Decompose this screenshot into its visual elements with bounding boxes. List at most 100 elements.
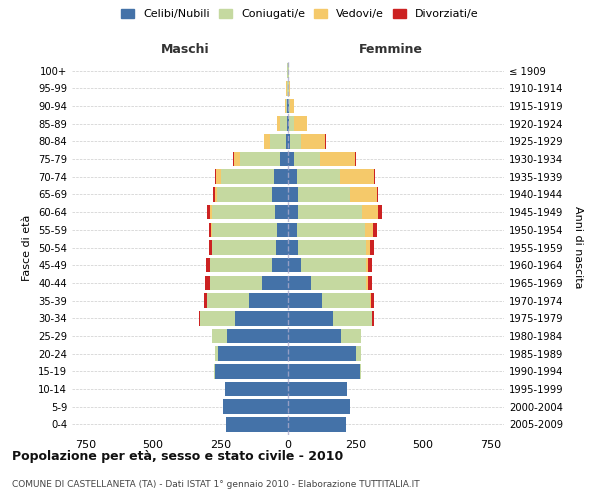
Bar <box>280 152 288 166</box>
Bar <box>371 294 374 308</box>
Bar <box>377 187 378 202</box>
Bar <box>288 134 290 148</box>
Bar <box>355 346 361 361</box>
Bar <box>240 152 280 166</box>
Bar <box>272 258 288 272</box>
Bar <box>215 346 218 361</box>
Bar <box>206 258 210 272</box>
Bar <box>215 187 217 202</box>
Bar <box>275 205 288 220</box>
Y-axis label: Anni di nascita: Anni di nascita <box>573 206 583 289</box>
Bar <box>280 116 287 131</box>
Bar <box>288 417 346 432</box>
Bar <box>215 364 288 378</box>
Bar <box>288 400 350 414</box>
Bar <box>277 222 288 237</box>
Bar <box>311 276 366 290</box>
Bar <box>332 311 372 326</box>
Bar <box>249 294 288 308</box>
Bar <box>287 116 288 131</box>
Bar <box>204 294 207 308</box>
Bar <box>288 81 289 96</box>
Bar <box>288 294 322 308</box>
Bar <box>288 222 297 237</box>
Bar <box>199 311 200 326</box>
Bar <box>365 222 373 237</box>
Bar <box>288 116 289 131</box>
Bar <box>287 81 288 96</box>
Bar <box>212 205 275 220</box>
Bar <box>377 205 382 220</box>
Bar <box>226 417 288 432</box>
Bar <box>297 170 340 184</box>
Bar <box>207 205 210 220</box>
Bar <box>294 116 307 131</box>
Bar <box>212 328 227 343</box>
Bar <box>205 276 210 290</box>
Bar <box>210 258 272 272</box>
Bar <box>288 205 298 220</box>
Bar <box>274 170 288 184</box>
Y-axis label: Fasce di età: Fasce di età <box>22 214 32 280</box>
Bar <box>297 222 365 237</box>
Bar <box>223 400 288 414</box>
Bar <box>290 134 301 148</box>
Bar <box>372 311 374 326</box>
Legend: Celibi/Nubili, Coniugati/e, Vedovi/e, Divorziati/e: Celibi/Nubili, Coniugati/e, Vedovi/e, Di… <box>118 6 482 22</box>
Bar <box>275 240 288 255</box>
Bar <box>366 258 368 272</box>
Bar <box>288 258 301 272</box>
Bar <box>289 81 290 96</box>
Bar <box>359 364 361 378</box>
Bar <box>286 134 288 148</box>
Bar <box>209 240 212 255</box>
Bar <box>215 170 217 184</box>
Bar <box>366 240 370 255</box>
Bar <box>209 222 211 237</box>
Bar <box>272 187 288 202</box>
Bar <box>218 346 288 361</box>
Bar <box>288 346 355 361</box>
Bar <box>288 240 298 255</box>
Bar <box>320 152 355 166</box>
Bar <box>373 222 377 237</box>
Bar <box>262 276 288 290</box>
Bar <box>322 294 370 308</box>
Bar <box>340 170 374 184</box>
Bar <box>366 276 368 290</box>
Bar <box>210 205 212 220</box>
Bar <box>235 311 288 326</box>
Bar <box>370 240 374 255</box>
Text: Femmine: Femmine <box>359 44 422 57</box>
Bar <box>212 240 275 255</box>
Bar <box>277 116 280 131</box>
Bar <box>298 205 362 220</box>
Bar <box>285 98 286 113</box>
Bar <box>227 328 288 343</box>
Bar <box>288 328 341 343</box>
Bar <box>350 187 377 202</box>
Text: Maschi: Maschi <box>161 44 210 57</box>
Bar <box>368 258 372 272</box>
Bar <box>286 98 287 113</box>
Bar <box>289 98 290 113</box>
Bar <box>264 134 270 148</box>
Bar <box>370 294 371 308</box>
Bar <box>341 328 361 343</box>
Bar <box>289 116 294 131</box>
Bar <box>217 187 272 202</box>
Bar <box>221 170 274 184</box>
Bar <box>374 170 376 184</box>
Bar <box>298 240 366 255</box>
Bar <box>210 276 262 290</box>
Bar <box>290 98 294 113</box>
Text: COMUNE DI CASTELLANETA (TA) - Dati ISTAT 1° gennaio 2010 - Elaborazione TUTTITAL: COMUNE DI CASTELLANETA (TA) - Dati ISTAT… <box>12 480 419 489</box>
Bar <box>214 187 215 202</box>
Bar <box>368 276 372 290</box>
Text: Popolazione per età, sesso e stato civile - 2010: Popolazione per età, sesso e stato civil… <box>12 450 343 463</box>
Bar <box>270 134 286 148</box>
Bar <box>234 152 240 166</box>
Bar <box>288 364 359 378</box>
Bar <box>217 170 221 184</box>
Bar <box>288 170 297 184</box>
